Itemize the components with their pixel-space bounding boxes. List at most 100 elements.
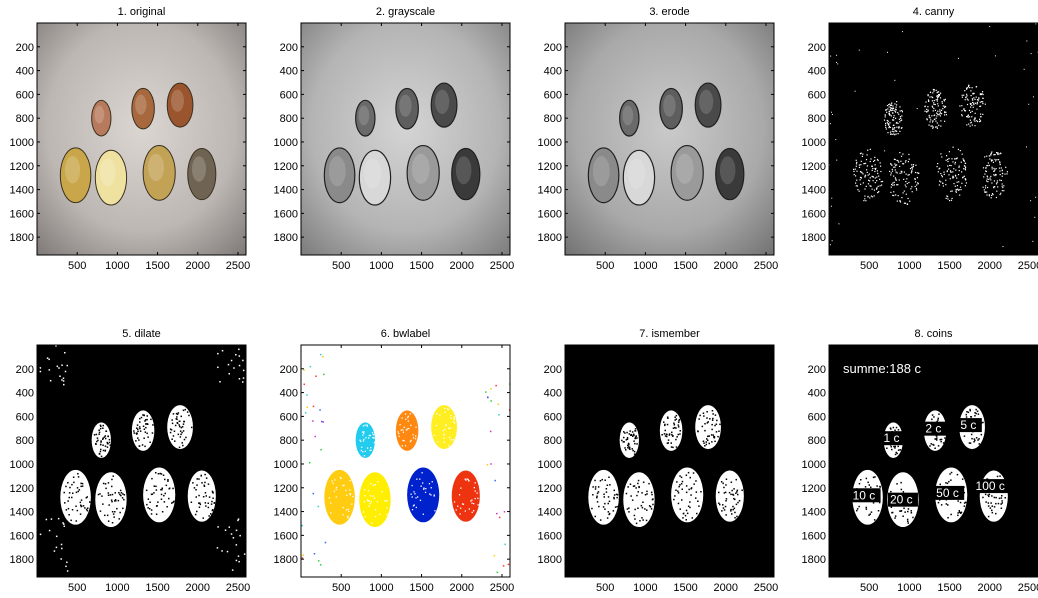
coin-blob [91,422,111,459]
y-tick-label: 1200 [10,483,34,495]
y-tick-label: 1400 [802,507,826,519]
y-tick-label: 1000 [274,137,298,149]
axes-frame [36,344,247,578]
y-tick-label: 1400 [538,185,562,197]
y-tick-label: 200 [16,364,34,376]
panel-image [37,345,246,577]
panel-erode: 3. erode 200 400 600 800 1000 1200 1400 1600 1800… [538,6,779,272]
coin-blob [659,410,683,451]
coin-blob [623,472,655,528]
labeled-region [359,472,391,528]
coin-label: 5 c [960,418,976,432]
labeled-region [355,422,375,459]
coin [694,82,722,128]
y-tick-label: 600 [16,89,34,101]
x-tick-label: 2500 [490,260,514,272]
y-tick-label: 1000 [802,137,826,149]
panel-image [565,23,774,255]
x-tick-label: 2500 [754,582,778,594]
y-tick-label: 800 [280,435,298,447]
coin [59,147,92,204]
x-tick-label: 2000 [186,260,210,272]
coin [358,149,392,206]
x-tick-label: 2000 [186,582,210,594]
panel-title: 2. grayscale [376,6,435,18]
x-tick-label: 2000 [978,260,1002,272]
axes-frame [564,22,775,256]
x-tick-label: 1500 [409,260,433,272]
y-tick-label: 1800 [10,554,34,566]
y-tick-label: 600 [808,411,826,423]
y-tick-label: 1400 [274,185,298,197]
panel-title: 3. erode [649,6,689,18]
y-tick-label: 400 [544,388,562,400]
panel-image [301,345,510,577]
axes-frame [300,344,511,578]
y-tick-label: 400 [808,66,826,78]
labeled-region [324,469,355,525]
x-tick-label: 500 [596,582,614,594]
y-tick-label: 1000 [538,137,562,149]
x-tick-label: 2500 [1018,260,1038,272]
y-tick-label: 1600 [802,208,826,220]
coin [406,144,440,201]
labeled-region [407,467,440,523]
y-tick-label: 800 [16,113,34,125]
y-tick-label: 1200 [538,483,562,495]
x-tick-label: 2000 [714,582,738,594]
panel-image [37,23,246,255]
y-tick-label: 1000 [274,459,298,471]
coin [619,99,640,137]
coin-label-box [850,488,881,503]
coin-label: 2 c [925,422,941,436]
y-tick-label: 400 [16,66,34,78]
coin-blob [715,470,744,522]
panel-coins: 8. coins summe:188 c 1 c 2 c 5 c 10 c 20 c 50 c… [802,328,1038,594]
coin-label: 50 c [936,486,959,500]
panel-image [565,345,774,577]
y-tick-label: 1000 [538,459,562,471]
coin [323,147,356,204]
y-tick-label: 1400 [802,185,826,197]
panel-canny: 4. canny 200 400 600 800 1000 1200 1400 1600 1800… [802,6,1038,272]
y-tick-label: 600 [544,411,562,423]
panel-original: 1. original 200 400 600 800 1000 1200 1400 1600 1… [10,6,251,272]
y-tick-label: 200 [280,364,298,376]
y-tick-label: 1600 [274,208,298,220]
axes-frame [36,22,247,256]
y-tick-label: 800 [280,113,298,125]
x-tick-label: 500 [332,260,350,272]
y-tick-label: 1800 [274,232,298,244]
y-tick-label: 200 [808,42,826,54]
x-tick-label: 1000 [105,260,129,272]
x-tick-label: 2000 [978,582,1002,594]
y-tick-label: 1800 [538,554,562,566]
coin-label-box [934,485,965,500]
coin [587,147,620,204]
panel-title: 6. bwlabel [381,328,431,340]
x-tick-label: 500 [860,582,878,594]
coin [430,82,458,128]
x-tick-label: 1500 [937,582,961,594]
y-tick-label: 1800 [802,554,826,566]
coin-label: 20 c [890,493,913,507]
coin [187,148,217,201]
y-tick-label: 200 [808,364,826,376]
y-tick-label: 200 [16,42,34,54]
panel-image [829,23,1038,255]
axes-frame [828,344,1038,578]
x-tick-label: 1500 [673,582,697,594]
y-tick-label: 1200 [538,161,562,173]
y-tick-label: 800 [808,113,826,125]
coin-label-box [887,492,918,507]
x-tick-label: 1000 [369,260,393,272]
axes-frame [300,22,511,256]
coin [659,87,683,130]
labeled-region [451,470,480,522]
sum-text: summe:188 c [843,361,922,376]
panel-title: 7. ismember [639,328,700,340]
panel-image: summe:188 c 1 c 2 c 5 c 10 c 20 c 50 c 100 c [829,345,1038,577]
y-tick-label: 1600 [802,530,826,542]
y-tick-label: 1000 [802,459,826,471]
